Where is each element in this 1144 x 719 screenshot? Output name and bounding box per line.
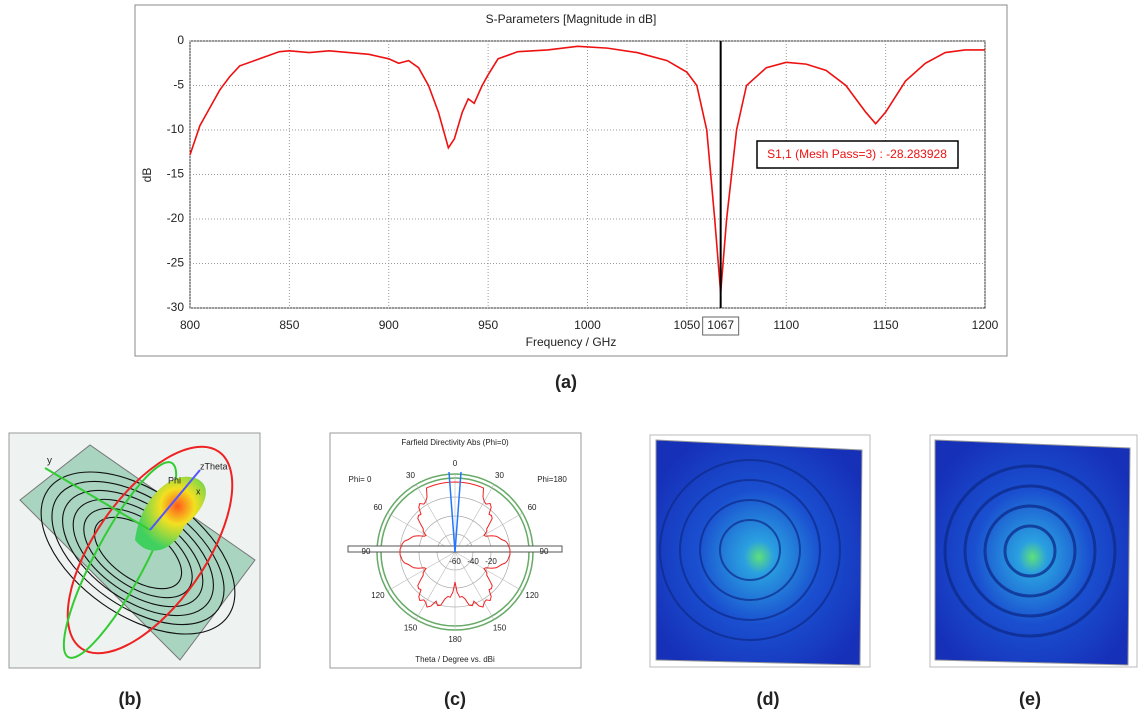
polar-spoke xyxy=(415,551,456,620)
annotation-box xyxy=(756,140,959,169)
y-tick-label: -30 xyxy=(167,300,185,314)
polar-angle-label: 150 xyxy=(493,623,507,632)
chart-title: S-Parameters [Magnitude in dB] xyxy=(486,12,657,26)
data-line xyxy=(189,45,985,293)
x-tick-label: 900 xyxy=(379,318,399,332)
x-axis-label: Frequency / GHz xyxy=(526,335,617,349)
caption: (a) xyxy=(555,372,577,392)
main-lobe xyxy=(448,471,456,553)
radiation-pattern xyxy=(135,476,206,551)
polar-angle-label: 120 xyxy=(525,591,539,600)
polar-pattern xyxy=(399,481,511,608)
chart-frame xyxy=(134,4,1008,357)
polar-spoke xyxy=(415,484,456,553)
axis-label: x xyxy=(196,486,201,496)
y-tick-label: -5 xyxy=(173,78,184,92)
field-plot xyxy=(655,439,863,666)
x-tick-label: 950 xyxy=(478,318,498,332)
polar-label: Phi= 0 xyxy=(349,475,372,484)
polar-radial-label: -60 xyxy=(449,557,461,566)
polar-footer: Theta / Degree vs. dBi xyxy=(415,655,495,664)
polar-radial-label: -40 xyxy=(467,557,479,566)
substrate xyxy=(19,444,256,661)
polar-spoke xyxy=(454,484,495,553)
polar-radial-label: -20 xyxy=(485,557,497,566)
field-rings xyxy=(943,464,1117,638)
caption: (e) xyxy=(1019,689,1041,709)
caption: (b) xyxy=(119,689,142,709)
polar-angle-label: 0 xyxy=(453,459,458,468)
polar-angle-label: 150 xyxy=(404,623,418,632)
x-tick-label: 800 xyxy=(180,318,200,332)
polar-angle-label: 180 xyxy=(448,635,462,644)
polar-angle-label: 30 xyxy=(495,471,504,480)
polar-angle-label: 60 xyxy=(373,503,382,512)
axis-label: y xyxy=(47,456,52,467)
polar-spoke xyxy=(454,551,495,620)
phi-ring xyxy=(66,445,234,655)
polar-spoke xyxy=(387,551,456,592)
axis-label: Phi xyxy=(168,475,181,485)
field-rings xyxy=(659,459,841,641)
x-tick-label: 1150 xyxy=(873,318,899,332)
axis xyxy=(44,467,151,531)
y-tick-label: -10 xyxy=(167,122,185,136)
y-tick-label: -15 xyxy=(167,167,185,181)
polar-spoke xyxy=(454,551,523,592)
axis xyxy=(149,469,201,531)
y-tick-label: 0 xyxy=(177,33,184,47)
x-tick-label: 1050 xyxy=(674,318,701,332)
polar-angle-label: 120 xyxy=(371,591,385,600)
y-tick-label: -20 xyxy=(167,211,185,225)
marker-box xyxy=(702,316,740,336)
annotation: S1,1 (Mesh Pass=3) : -28.283928 xyxy=(767,147,947,161)
y-tick-label: -25 xyxy=(167,256,185,270)
caption: (d) xyxy=(757,689,780,709)
caption: (c) xyxy=(444,689,466,709)
x-tick-label: 1100 xyxy=(773,318,799,332)
x-tick-label: 1200 xyxy=(972,318,999,332)
polar-angle-label: 90 xyxy=(540,547,549,556)
polar-angle-label: 90 xyxy=(362,547,371,556)
y-axis-label: dB xyxy=(140,168,154,183)
polar-label: Phi=180 xyxy=(537,475,567,484)
x-tick-label: 1000 xyxy=(574,318,601,332)
main-lobe xyxy=(454,471,462,553)
polar-angle-label: 60 xyxy=(528,503,537,512)
x-tick-label: 850 xyxy=(279,318,299,332)
polar-angle-label: 30 xyxy=(406,471,415,480)
axis-label: zTheta xyxy=(200,461,228,471)
marker-label: 1067 xyxy=(707,318,734,332)
field-plot xyxy=(934,439,1131,666)
theta-ring xyxy=(62,461,178,659)
polar-title: Farfield Directivity Abs (Phi=0) xyxy=(401,438,509,447)
